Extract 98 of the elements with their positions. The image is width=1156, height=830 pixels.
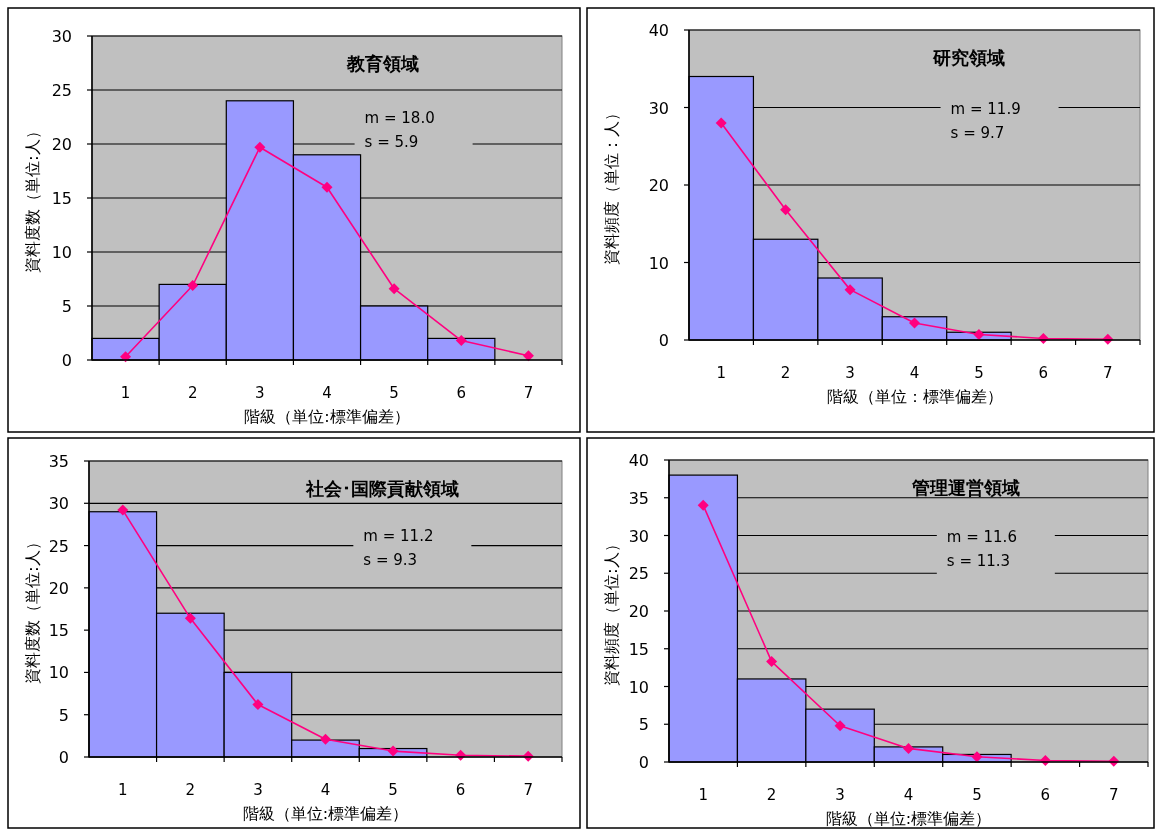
y-tick-label: 0	[61, 351, 72, 370]
y-tick-label: 40	[648, 21, 669, 40]
point	[715, 117, 727, 129]
x-tick-label: 1	[118, 781, 128, 799]
y-tick-label: 15	[48, 621, 69, 641]
x-tick-label: 7	[523, 384, 534, 402]
y-axis-title: 資料頻度（単位:人）	[602, 536, 621, 686]
point	[697, 499, 709, 511]
point	[387, 745, 399, 757]
y-tick-label: 30	[51, 27, 72, 46]
y-tick-label: 20	[628, 602, 649, 621]
x-axis-title: 階級（単位:標準偏差）	[244, 407, 410, 426]
y-tick-label: 30	[48, 494, 69, 514]
y-tick-label: 25	[48, 536, 69, 556]
x-axis-title: 階級（単位：標準偏差）	[826, 387, 1003, 406]
y-tick-label: 30	[628, 526, 649, 546]
x-tick-label: 4	[909, 364, 920, 382]
point	[117, 504, 129, 516]
y-tick-label: 15	[628, 639, 649, 659]
y-tick-label: 20	[648, 176, 669, 195]
x-tick-label: 5	[974, 364, 984, 382]
text: 社会･国際貢献領域	[304, 478, 459, 499]
annotation: m = 11.9	[950, 99, 1021, 118]
y-tick-label: 10	[628, 677, 649, 697]
y-axis-title: 資料頻度（単位：人）	[602, 105, 621, 265]
x-tick-label: 5	[389, 384, 399, 402]
annotation: m = 18.0	[364, 109, 435, 128]
y-tick-label: 20	[51, 135, 72, 154]
y-tick-label: 35	[48, 452, 69, 471]
point	[254, 141, 266, 153]
x-tick-label: 7	[1109, 786, 1119, 804]
text: 研究領域	[931, 47, 1005, 68]
y-tick-label: 25	[51, 81, 72, 100]
x-tick-label: 2	[185, 781, 196, 799]
x-tick-label: 2	[766, 786, 777, 804]
x-tick-label: 4	[320, 781, 331, 799]
point	[455, 335, 467, 347]
y-tick-label: 20	[48, 578, 69, 598]
y-tick-label: 0	[638, 753, 649, 772]
y-axis-title: 資料度数（単位:人）	[23, 123, 42, 273]
x-tick-label: 4	[903, 786, 914, 804]
annotation: m = 11.6	[946, 527, 1017, 546]
x-tick-label: 4	[322, 384, 332, 402]
x-tick-label: 3	[845, 364, 855, 382]
y-tick-label: 5	[638, 715, 649, 735]
point	[184, 612, 196, 624]
y-tick-label: 10	[51, 243, 72, 262]
point	[321, 181, 333, 193]
x-tick-label: 5	[972, 786, 982, 804]
y-tick-label: 10	[648, 253, 669, 273]
point	[780, 204, 792, 216]
x-tick-label: 3	[835, 786, 845, 804]
x-tick-label: 7	[523, 781, 533, 799]
y-axis-title: 資料度数（単位:人）	[23, 534, 42, 684]
text: 教育領域	[346, 53, 420, 74]
point	[844, 284, 856, 296]
point	[388, 283, 400, 295]
x-axis-title: 階級（単位:標準偏差）	[242, 804, 409, 823]
annotation: s = 9.7	[950, 123, 1005, 142]
x-tick-label: 1	[716, 364, 726, 382]
point	[320, 733, 331, 745]
y-tick-label: 0	[58, 748, 69, 767]
x-tick-label: 3	[253, 781, 263, 799]
annotation: s = 11.3	[946, 551, 1011, 570]
x-tick-label: 2	[780, 364, 791, 382]
y-tick-label: 0	[658, 331, 669, 350]
y-tick-label: 35	[628, 488, 649, 508]
y-tick-label: 15	[51, 189, 72, 208]
point	[522, 350, 534, 362]
y-tick-label: 10	[48, 663, 69, 683]
y-tick-label: 30	[648, 98, 669, 118]
x-tick-label: 5	[388, 781, 398, 799]
annotation: s = 5.9	[364, 133, 419, 152]
x-tick-label: 1	[120, 384, 131, 402]
point	[903, 742, 914, 754]
point	[766, 656, 778, 668]
y-tick-label: 5	[61, 297, 72, 316]
point	[909, 317, 920, 329]
x-tick-label: 3	[255, 384, 265, 402]
annotation: s = 9.3	[363, 550, 418, 569]
point	[971, 751, 983, 763]
x-tick-label: 2	[187, 384, 198, 402]
point	[252, 699, 264, 711]
annotation: m = 11.2	[363, 526, 434, 545]
text: 管理運営領域	[910, 477, 1020, 498]
y-tick-label: 40	[628, 451, 649, 470]
point	[187, 279, 199, 291]
point	[834, 720, 846, 732]
x-tick-label: 7	[1103, 364, 1113, 382]
y-tick-label: 5	[58, 705, 69, 725]
x-tick-label: 6	[456, 384, 467, 402]
x-tick-label: 1	[698, 786, 708, 804]
y-tick-label: 25	[628, 564, 649, 584]
point	[973, 329, 985, 341]
x-tick-label: 6	[455, 781, 466, 799]
x-tick-label: 6	[1038, 364, 1049, 382]
x-axis-title: 階級（単位:標準偏差）	[825, 809, 992, 828]
x-tick-label: 6	[1040, 786, 1051, 804]
